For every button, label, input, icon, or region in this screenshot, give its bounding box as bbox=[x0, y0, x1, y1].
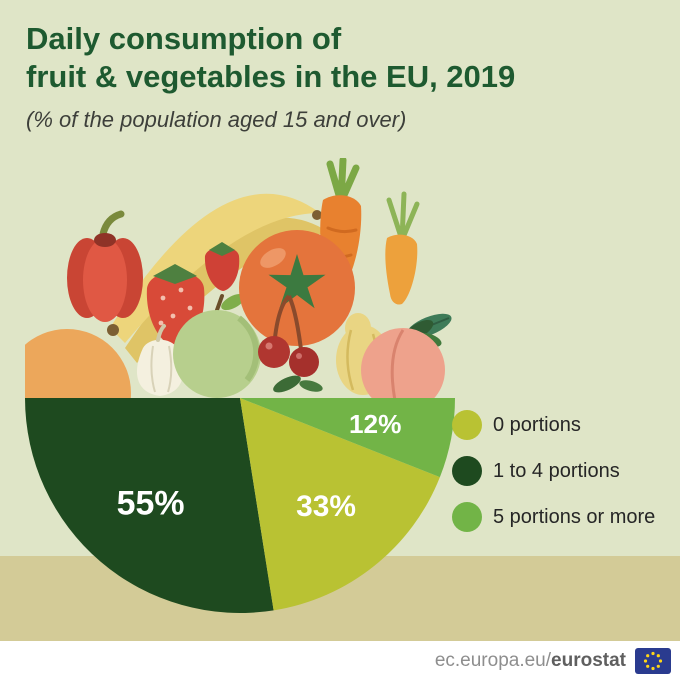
pie-slice-5-portions-or-more bbox=[240, 398, 455, 478]
footer-url: ec.europa.eu/eurostat bbox=[435, 650, 626, 672]
apple-illustration bbox=[173, 293, 261, 398]
pie-slice-1-to-4-portions bbox=[25, 398, 274, 613]
pie-value-label: 12% bbox=[349, 409, 401, 439]
legend-item-5-portions-or-more: 5 portions or more bbox=[452, 502, 655, 532]
legend-item-0-portions: 0 portions bbox=[452, 410, 655, 440]
pepper-illustration bbox=[67, 210, 143, 322]
title-line-2: fruit & vegetables in the EU, 2019 bbox=[26, 58, 516, 94]
footer-url-eurostat: eurostat bbox=[551, 649, 626, 671]
footer-url-prefix: ec.europa.eu/ bbox=[434, 649, 552, 671]
page-subtitle: (% of the population aged 15 and over) bbox=[26, 106, 407, 132]
pie-value-label: 55% bbox=[117, 484, 185, 522]
legend-swatch-5-portions-or-more bbox=[452, 502, 482, 532]
garlic-illustration bbox=[136, 324, 184, 396]
small-carrot-illustration bbox=[385, 191, 420, 305]
legend-swatch-0-portions bbox=[452, 410, 482, 440]
legend-label: 1 to 4 portions bbox=[493, 459, 620, 482]
cherries-illustration bbox=[258, 294, 319, 377]
title-line-1: Daily consumption of bbox=[26, 21, 342, 56]
legend-swatch-1-to-4-portions bbox=[452, 456, 482, 486]
orange-illustration bbox=[25, 329, 131, 398]
chart-legend: 0 portions 1 to 4 portions 5 portions or… bbox=[452, 410, 655, 532]
legend-label: 0 portions bbox=[493, 413, 581, 436]
tomato-illustration bbox=[239, 230, 355, 346]
legend-item-1-to-4-portions: 1 to 4 portions bbox=[452, 456, 655, 486]
peach-illustration bbox=[361, 319, 445, 398]
header: Daily consumption of fruit & vegetables … bbox=[26, 20, 646, 133]
eu-flag-icon bbox=[635, 647, 671, 674]
pie-chart: 55% 33% 12% bbox=[25, 398, 455, 613]
fruit-illustration bbox=[25, 158, 452, 398]
small-strawberry-illustration bbox=[204, 242, 240, 291]
page-title: Daily consumption of fruit & vegetables … bbox=[26, 20, 646, 96]
pie-value-label: 33% bbox=[296, 490, 356, 523]
fruit-bowl-chart: 55% 33% 12% bbox=[25, 158, 455, 613]
legend-label: 5 portions or more bbox=[493, 505, 656, 528]
footer: ec.europa.eu/eurostat bbox=[0, 641, 680, 680]
pie-slice-0-portions bbox=[240, 398, 440, 611]
small-leaves-illustration bbox=[273, 375, 323, 393]
